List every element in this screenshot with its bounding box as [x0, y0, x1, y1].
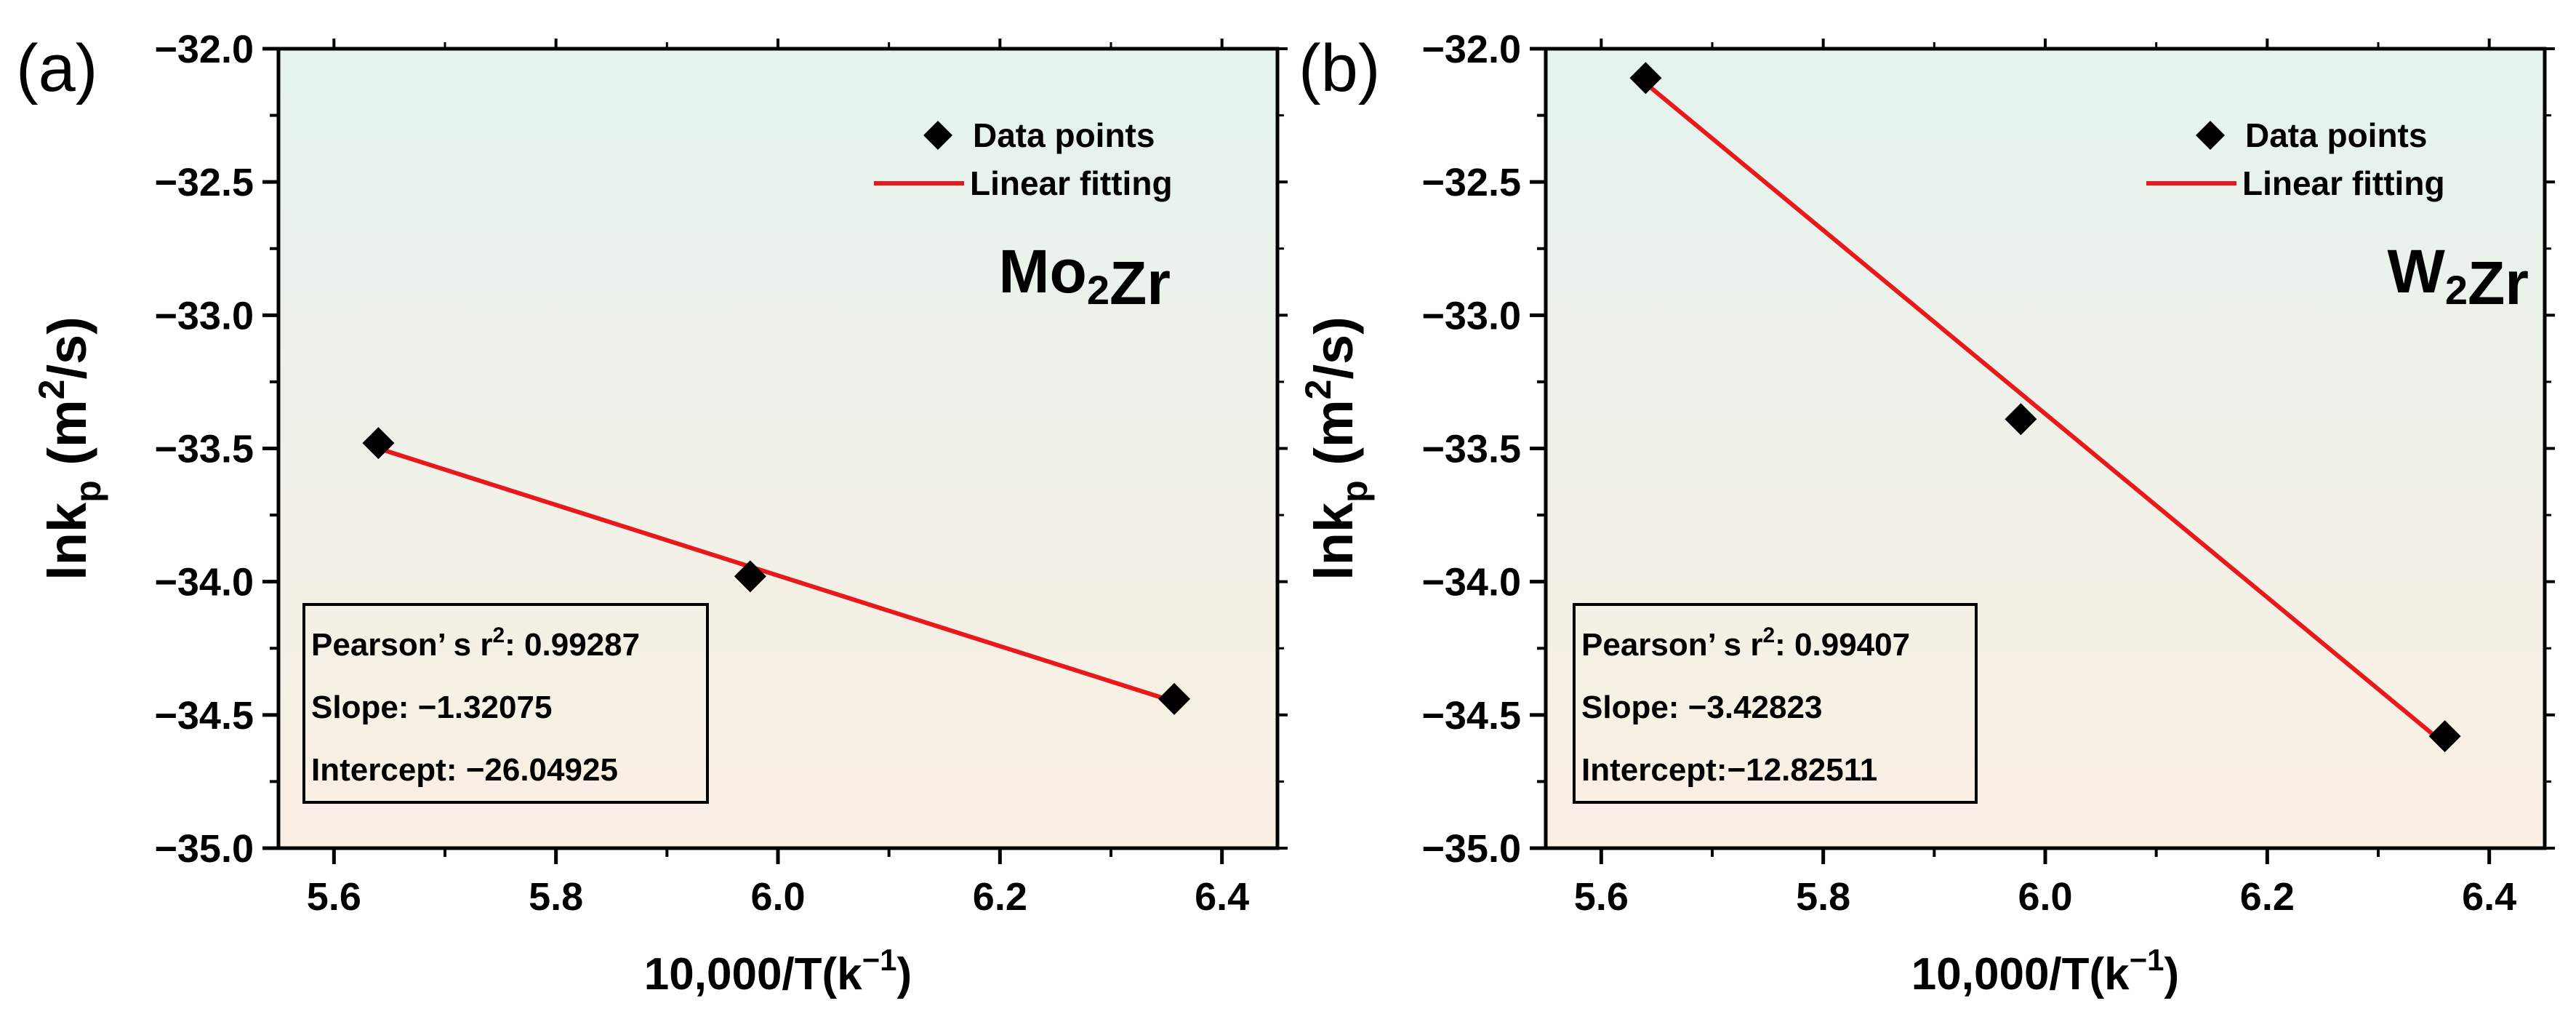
y-tick-label: −34.0: [154, 561, 254, 604]
y-tick-label: −32.0: [154, 28, 254, 71]
y-axis-title: lnkp (m2/s): [1298, 316, 1375, 580]
plot-frame: [1544, 47, 2547, 850]
legend: Data points Linear fitting: [2146, 116, 2445, 202]
fit-stats-border: [1573, 603, 1978, 804]
y-tick-label: −32.5: [154, 161, 254, 204]
plot-area: [1546, 49, 2545, 848]
legend-marker-data-points: [923, 121, 952, 150]
legend-label-data-points: Data points: [2245, 116, 2427, 154]
panel-label: (b): [1299, 31, 1380, 105]
fit-stats-box: Pearson’ s r2: 0.99407 Slope: −3.42823 Int…: [1573, 603, 1978, 804]
x-tick-label: 5.8: [1796, 875, 1850, 919]
chart-panel-a: −32.0 −32.5 −33.0 −33.5 −34.0 −34.5 −35.0 5.6 5.…: [16, 28, 1288, 999]
legend-marker-data-points: [2196, 121, 2225, 150]
x-tick-label: 5.8: [529, 875, 583, 919]
chart-panel-b: −32.0 −32.5 −33.0 −33.5 −34.0 −34.5 −35.0 5.6 5.…: [1298, 28, 2555, 999]
x-tick-label: 5.6: [307, 875, 361, 919]
x-tick-label: 6.2: [2240, 875, 2295, 919]
x-tick-label: 6.0: [2018, 875, 2072, 919]
y-tick-label: −35.0: [154, 827, 254, 871]
data-point: [734, 560, 766, 593]
x-tick-label: 6.2: [973, 875, 1027, 919]
pearson-r2-text: Pearson’ s r2: 0.99287: [311, 623, 640, 663]
data-point: [2428, 720, 2461, 753]
legend-label-data-points: Data points: [973, 116, 1155, 154]
fit-stats-border: [302, 603, 709, 804]
intercept-text: Intercept:−12.82511: [1581, 752, 1877, 788]
y-tick-label: −34.5: [1421, 694, 1521, 738]
data-point: [362, 427, 395, 460]
x-tick-label: 6.0: [750, 875, 805, 919]
x-tick-label: 5.6: [1574, 875, 1629, 919]
y-tick-label: −33.5: [154, 428, 254, 471]
y-tick-label: −33.5: [1421, 428, 1521, 471]
legend-label-linear-fitting: Linear fitting: [2242, 164, 2445, 202]
pearson-r2-text: Pearson’ s r2: 0.99407: [1581, 623, 1910, 663]
series-line-linear-fitting: [377, 446, 1175, 704]
legend: Data points Linear fitting: [874, 116, 1173, 202]
compound-label: Mo2Zr: [999, 237, 1171, 317]
x-axis-title: 10,000/T(k−1): [1911, 943, 2179, 999]
compound-label: W2Zr: [2388, 237, 2529, 317]
data-point: [1629, 62, 1662, 95]
y-tick-label: −32.5: [1421, 161, 1521, 204]
y-tick-label: −34.5: [154, 694, 254, 738]
x-axis-title: 10,000/T(k−1): [644, 943, 912, 999]
data-point: [1158, 682, 1191, 715]
plot-frame: [276, 47, 1280, 850]
data-point: [2005, 403, 2037, 436]
y-tick-label: −34.0: [1421, 561, 1521, 604]
intercept-text: Intercept: −26.04925: [311, 752, 618, 788]
legend-label-linear-fitting: Linear fitting: [970, 164, 1173, 202]
panel-label: (a): [16, 31, 97, 105]
plot-area: [278, 49, 1277, 848]
slope-text: Slope: −1.32075: [311, 690, 552, 725]
slope-text: Slope: −3.42823: [1581, 690, 1822, 725]
fit-stats-box: Pearson’ s r2: 0.99287 Slope: −1.32075 Int…: [302, 603, 709, 804]
y-tick-label: −33.0: [1421, 294, 1521, 338]
y-tick-label: −33.0: [154, 294, 254, 338]
y-axis-title: lnkp (m2/s): [31, 316, 108, 580]
x-tick-label: 6.4: [1195, 875, 1249, 919]
series-line-linear-fitting: [1644, 81, 2447, 746]
y-tick-label: −35.0: [1421, 827, 1521, 871]
y-tick-label: −32.0: [1421, 28, 1521, 71]
x-tick-label: 6.4: [2462, 875, 2516, 919]
